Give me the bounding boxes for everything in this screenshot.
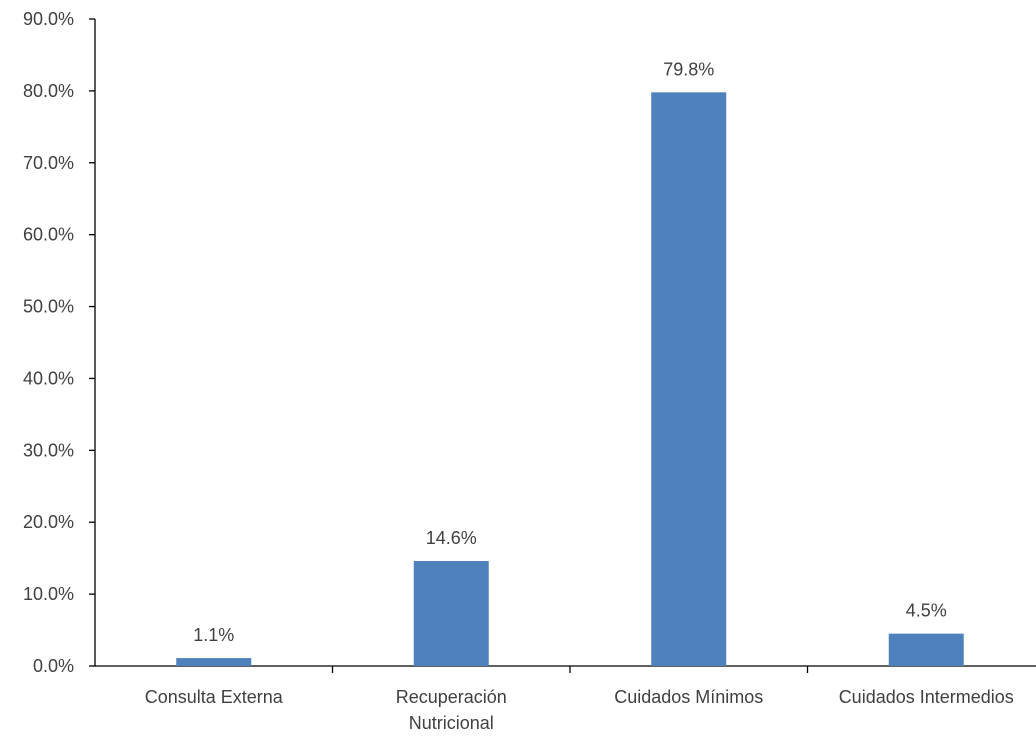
data-label: 14.6% bbox=[426, 528, 477, 548]
y-tick-label: 70.0% bbox=[23, 153, 74, 173]
bar bbox=[888, 633, 964, 666]
data-label: 4.5% bbox=[906, 601, 947, 621]
data-label: 79.8% bbox=[663, 59, 714, 79]
y-tick-label: 90.0% bbox=[23, 9, 74, 29]
bars bbox=[176, 92, 964, 667]
y-tick-label: 50.0% bbox=[23, 297, 74, 317]
category-label-line: Cuidados Intermedios bbox=[839, 687, 1014, 707]
y-tick-label: 60.0% bbox=[23, 225, 74, 245]
x-axis: Consulta Externa Recuperación Nutricional C… bbox=[95, 665, 1036, 733]
y-tick-label: 0.0% bbox=[33, 656, 74, 676]
category-label-line: Nutricional bbox=[409, 713, 494, 733]
data-labels: 1.1% 14.6% 79.8% 4.5% bbox=[193, 59, 947, 645]
bar bbox=[413, 561, 489, 666]
category-label-line: Cuidados Mínimos bbox=[614, 687, 763, 707]
data-label: 1.1% bbox=[193, 625, 234, 645]
category-label: Cuidados Mínimos bbox=[614, 687, 763, 707]
y-tick-label: 40.0% bbox=[23, 368, 74, 388]
category-label: Recuperación Nutricional bbox=[396, 687, 507, 733]
bar bbox=[651, 92, 727, 667]
y-tick-label: 80.0% bbox=[23, 81, 74, 101]
category-label: Consulta Externa bbox=[145, 687, 284, 707]
bar bbox=[176, 658, 252, 666]
y-axis: 0.0% 10.0% 20.0% 30.0% 40.0% 50.0% 60.0% 70.0% 8… bbox=[23, 9, 96, 676]
category-label-line: Consulta Externa bbox=[145, 687, 284, 707]
category-label-line: Recuperación bbox=[396, 687, 507, 707]
y-tick-label: 10.0% bbox=[23, 584, 74, 604]
category-label: Cuidados Intermedios bbox=[839, 687, 1014, 707]
y-tick-label: 30.0% bbox=[23, 440, 74, 460]
y-tick-label: 20.0% bbox=[23, 512, 74, 532]
